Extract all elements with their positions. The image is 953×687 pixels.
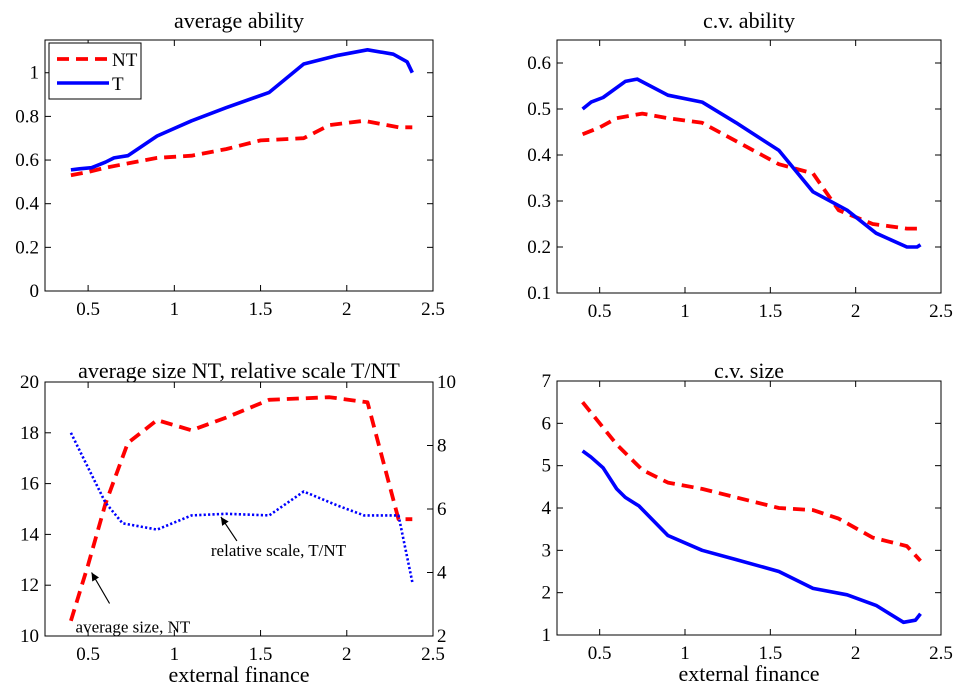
x-tick-label: 2.5 (929, 301, 953, 322)
annotation-label: average size, NT (76, 618, 191, 637)
y2-tick-label: 10 (437, 372, 456, 393)
y-tick-label: 0.2 (15, 237, 39, 258)
x-tick-label: 1.5 (249, 299, 273, 320)
panel-cv-ability: c.v. ability 0.5 1 1.5 2 2.5 0.1 0.2 0.3 0.4 0.5 0.… (527, 8, 953, 322)
y-tick-label: 5 (542, 456, 552, 477)
chart-title: c.v. ability (703, 8, 795, 33)
y-tick-label: 0.8 (15, 106, 39, 127)
y2-tick-label: 2 (437, 626, 447, 647)
x-tick-label: 2.5 (421, 299, 445, 320)
chart-title: c.v. size (714, 358, 784, 383)
annotation-arrowhead (91, 572, 100, 582)
x-tick-label: 1 (680, 643, 690, 664)
x-tick-label: 0.5 (588, 301, 612, 322)
x-tick-label: 1.5 (758, 643, 782, 664)
series-line-nt (581, 111, 921, 231)
series-line-t (581, 449, 922, 625)
legend-box (48, 42, 142, 100)
x-tick-label: 2.5 (421, 644, 445, 665)
panel-average-ability: average ability 0.5 1 1.5 2 2.5 0 0.2 0.4 0.6 0.8 1… (15, 8, 445, 320)
x-tick-label: 1 (170, 644, 180, 665)
y-tick-label: 1 (30, 63, 40, 84)
x-tick-label: 0.5 (76, 299, 100, 320)
x-tick-label: 1 (170, 299, 180, 320)
y2-tick-label: 4 (437, 563, 447, 584)
y-tick-label: 0.5 (527, 99, 551, 120)
legend: NT T (48, 42, 142, 100)
x-axis-label: external finance (678, 661, 819, 686)
y-tick-label: 0.6 (15, 150, 39, 171)
legend-label-t: T (112, 74, 124, 95)
y-tick-label: 0.6 (527, 53, 551, 74)
y-tick-label: 2 (542, 583, 552, 604)
axes-frame (556, 39, 942, 294)
y-tick-label: 0.4 (15, 194, 39, 215)
x-tick-label: 1.5 (249, 644, 273, 665)
x-tick-label: 1 (680, 301, 690, 322)
x-tick-label: 2 (342, 299, 352, 320)
x-tick-label: 2.5 (929, 643, 953, 664)
y-tick-label: 7 (542, 371, 552, 392)
y-tick-label: 6 (542, 413, 552, 434)
x-axis-label: external finance (168, 662, 309, 687)
x-tick-label: 2 (851, 643, 861, 664)
y-tick-label: 10 (20, 626, 39, 647)
y-tick-label: 4 (542, 498, 552, 519)
y-tick-label: 0 (30, 281, 40, 302)
x-tick-label: 0.5 (588, 643, 612, 664)
y-tick-label: 16 (20, 474, 39, 495)
panel-average-size-relative-scale: average size NT, relative scale T/NT 0.5 1… (20, 358, 456, 687)
series-line-t (70, 47, 414, 172)
series-line-t (581, 77, 922, 249)
y-tick-label: 12 (20, 575, 39, 596)
axes-frame (556, 380, 942, 636)
y-tick-label: 20 (20, 372, 39, 393)
series-line-t-nt (69, 432, 414, 583)
x-tick-label: 0.5 (76, 644, 100, 665)
series-line-nt (581, 401, 922, 563)
y-tick-label: 14 (20, 524, 40, 545)
y-tick-label: 0.2 (527, 237, 551, 258)
y2-tick-label: 6 (437, 499, 447, 520)
x-tick-label: 2 (851, 301, 861, 322)
chart-title: average ability (174, 8, 304, 33)
series-line-nt (70, 118, 413, 178)
y-tick-label: 18 (20, 423, 39, 444)
annotations: relative scale, T/NT average size, NT (76, 516, 347, 637)
x-tick-label: 2 (342, 644, 352, 665)
y-tick-label: 0.3 (527, 191, 551, 212)
annotation-arrowhead (220, 516, 229, 526)
x-tick-label: 1.5 (758, 301, 782, 322)
y-tick-label: 3 (542, 540, 552, 561)
chart-title: average size NT, relative scale T/NT (78, 358, 400, 383)
y2-tick-label: 8 (437, 436, 447, 457)
axes-frame (44, 39, 434, 292)
legend-label-nt: NT (112, 50, 138, 71)
annotation-label: relative scale, T/NT (211, 541, 347, 560)
panel-cv-size: c.v. size 0.5 1 1.5 2 2.5 1 2 3 4 5 6 7 external fina… (542, 358, 953, 686)
y-tick-label: 0.1 (527, 283, 551, 304)
y-tick-label: 1 (542, 625, 552, 646)
series-line-nt (69, 395, 413, 622)
y-tick-label: 0.4 (527, 145, 551, 166)
